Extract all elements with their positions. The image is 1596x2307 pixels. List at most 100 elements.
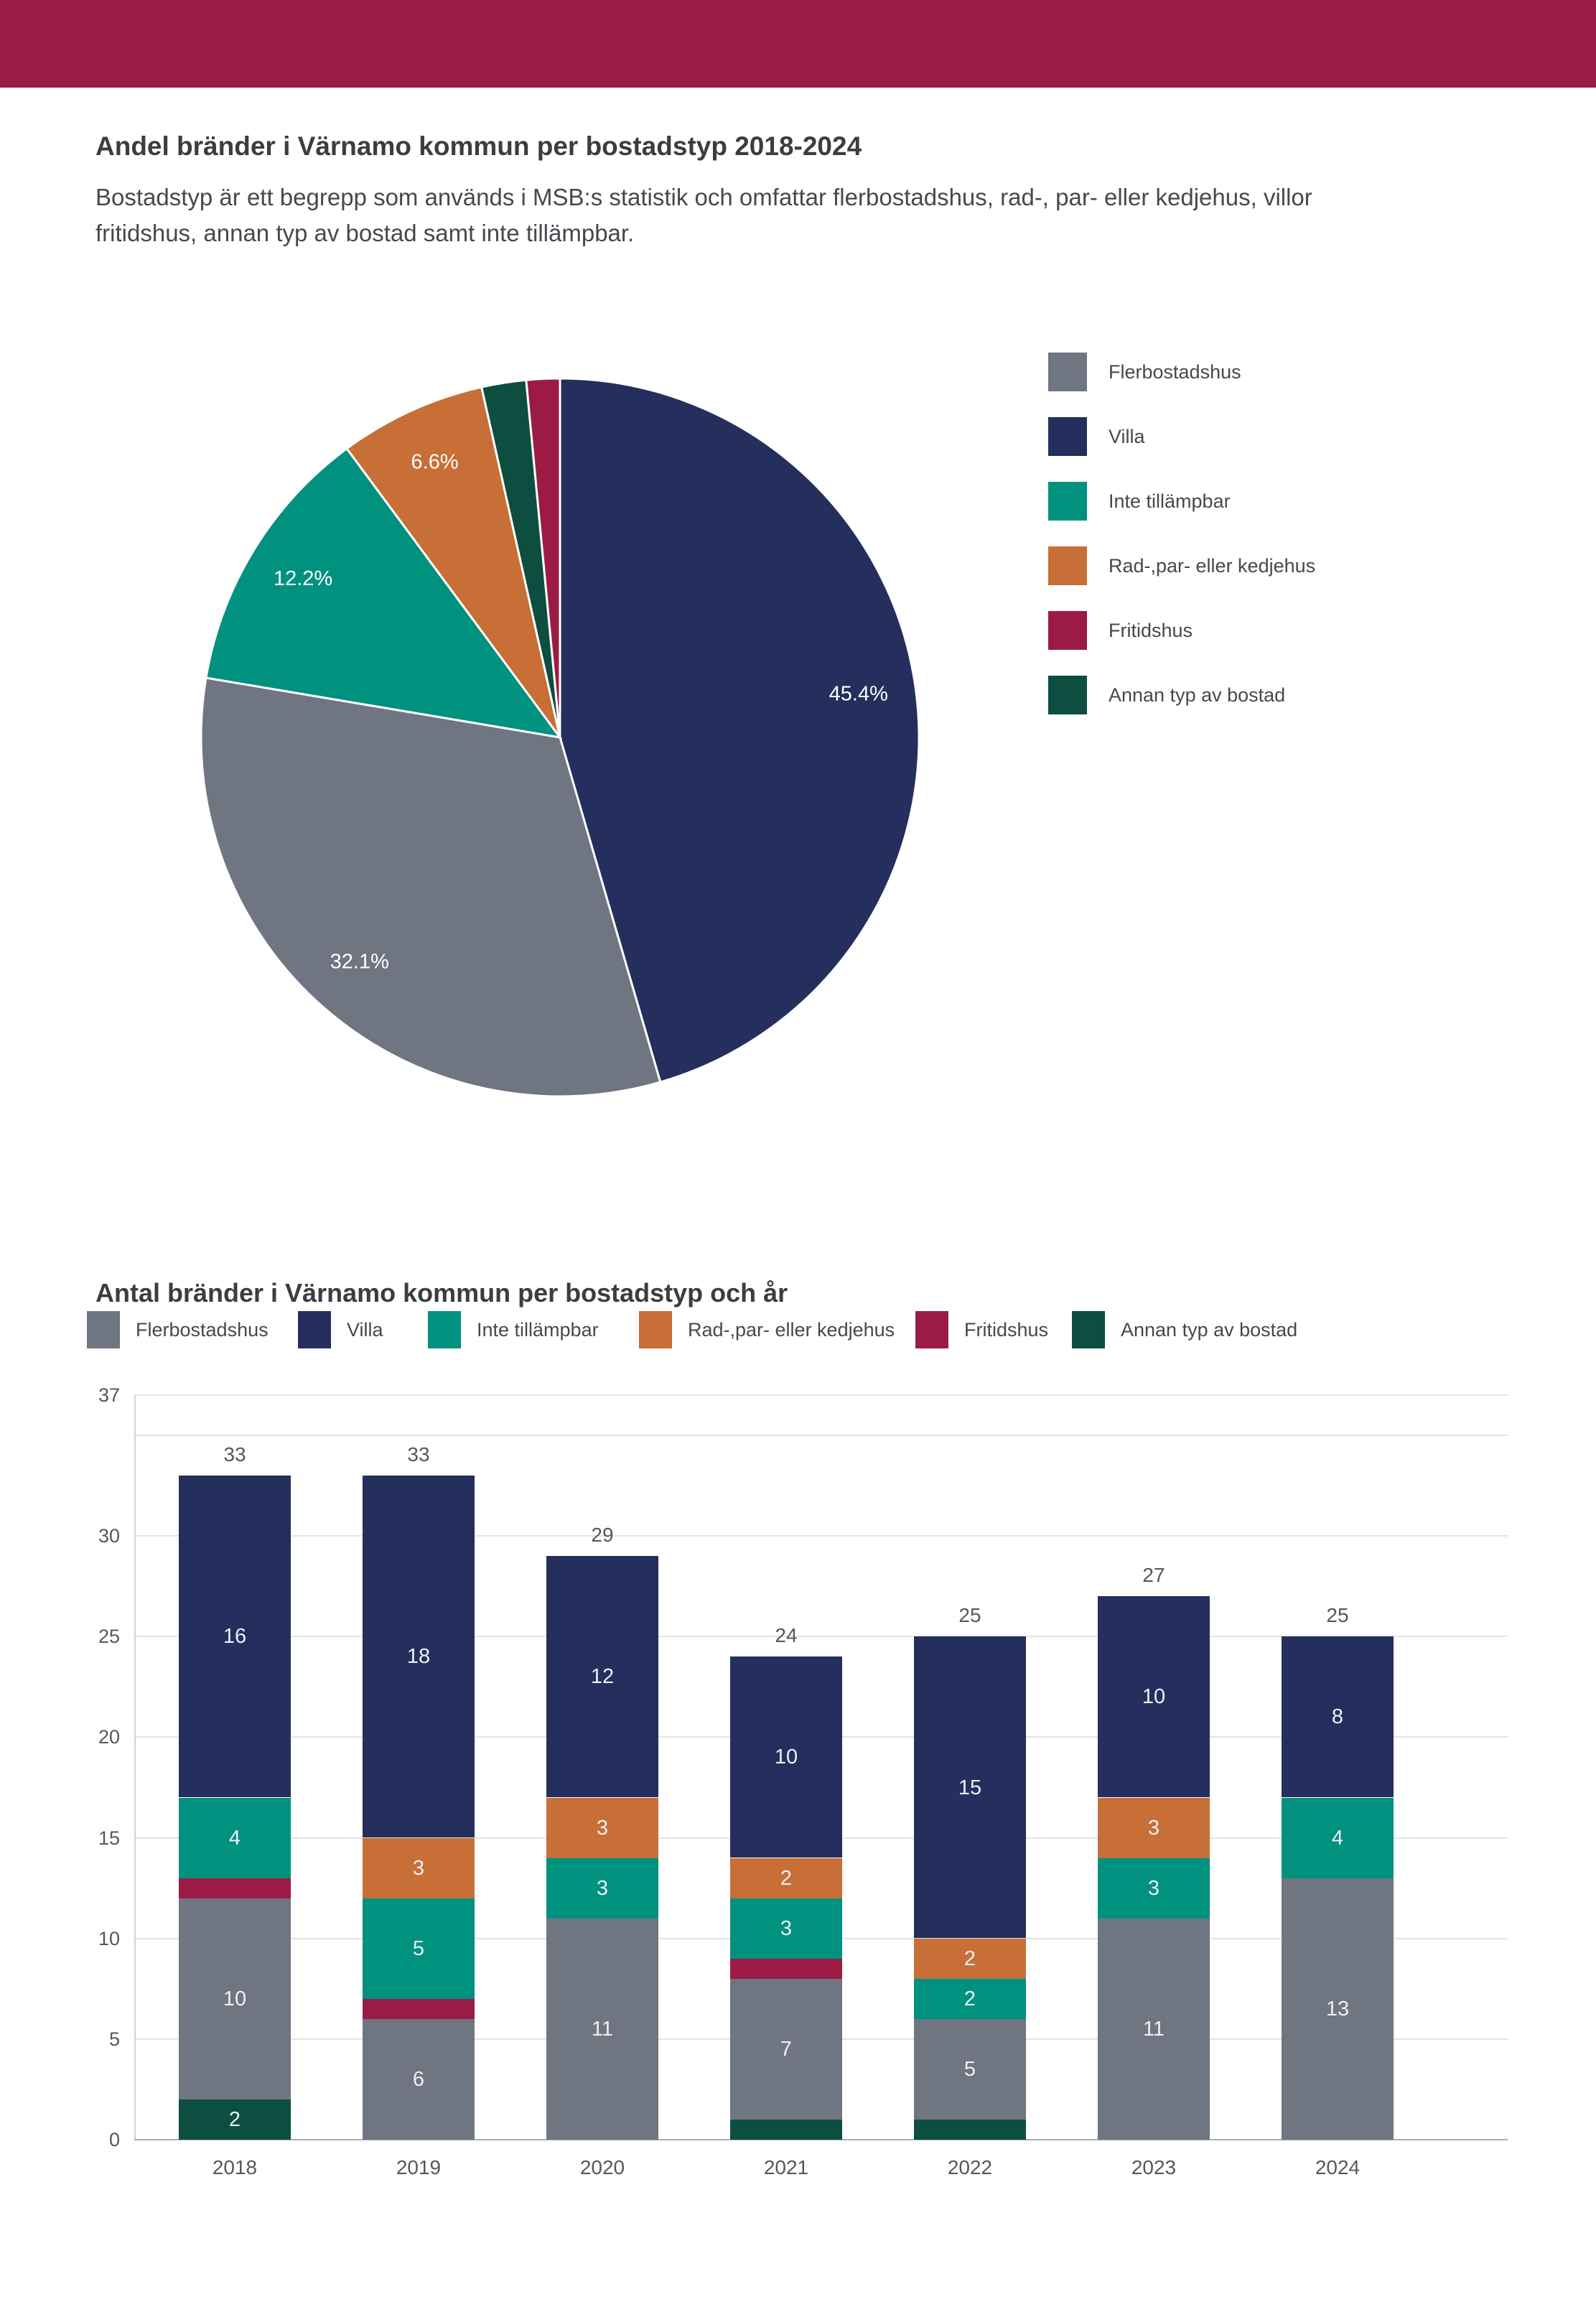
bar-segment-inte-tillämpbar-2022 (914, 1979, 1026, 2019)
bar-segment-value-rad-par-eller-kedjehus-2020: 3 (596, 1817, 609, 1840)
gridline-y-37 (134, 1394, 1508, 1396)
bar-segment-value-rad-par-eller-kedjehus-2021: 2 (780, 1867, 793, 1890)
legend-label: Flerbostadshus (136, 1318, 269, 1341)
bar-segment-inte-tillämpbar-2019 (363, 1898, 475, 1999)
legend-label: Rad-,par- eller kedjehus (688, 1318, 895, 1341)
bar-segment-value-inte-tillämpbar-2023: 3 (1147, 1877, 1160, 1900)
bar-segment-rad-par-eller-kedjehus-2019 (363, 1838, 475, 1898)
bar-total-label-2019: 33 (407, 1443, 430, 1465)
bar-segment-value-annan-typ-av-bostad-2018: 2 (228, 2108, 241, 2131)
bar-segment-value-flerbostadshus-2024: 13 (1325, 1998, 1350, 2021)
bar-segment-villa-2018 (179, 1476, 291, 1797)
gridline-y-30 (134, 1535, 1508, 1537)
pie-percentage-label-rad-par-eller-kedjehus: 6.6% (411, 451, 459, 474)
legend-swatch-rad-par-eller-kedjehus (639, 1311, 672, 1348)
bar-segment-value-rad-par-eller-kedjehus-2019: 3 (412, 1857, 425, 1880)
bar-segment-value-villa-2019: 18 (406, 1645, 431, 1668)
legend-label: Annan typ av bostad (1109, 684, 1286, 706)
pie-percentage-label-villa: 45.4% (829, 682, 888, 705)
x-axis-label-2021: 2021 (763, 2156, 809, 2178)
x-axis-line (134, 2139, 1508, 2140)
bar-segment-inte-tillämpbar-2023 (1098, 1858, 1210, 1919)
legend-swatch-rad-par-eller-kedjehus (1048, 546, 1087, 585)
pie-chart: 45.4% 32.1% 12.2% 6.6% (200, 377, 920, 1098)
bar-segment-inte-tillämpbar-2021 (730, 1898, 842, 1959)
bar-segment-value-flerbostadshus-2018: 10 (223, 1987, 247, 2010)
legend-label: Fritidshus (1109, 619, 1193, 641)
legend-label: Annan typ av bostad (1121, 1318, 1298, 1341)
x-axis-label-2020: 2020 (579, 2156, 625, 2178)
y-axis-tick-label: 5 (108, 2028, 120, 2050)
bar-segment-value-villa-2023: 10 (1142, 1685, 1166, 1708)
bar-segment-value-flerbostadshus-2019: 6 (412, 2068, 425, 2091)
header-bar (0, 0, 1596, 88)
legend-label: Rad-,par- eller kedjehus (1109, 554, 1316, 577)
bar-segment-inte-tillämpbar-2024 (1282, 1798, 1394, 1878)
gridline-y-35 (134, 1435, 1508, 1436)
bar-section-title: Antal bränder i Värnamo kommun per bosta… (95, 1278, 788, 1308)
legend-label: Inte tillämpbar (1109, 490, 1231, 512)
y-axis-tick-label: 37 (98, 1384, 120, 1406)
bar-segment-fritidshus-2019 (363, 1999, 475, 2019)
pie-slice-inte-tillämpbar (205, 447, 563, 740)
bar-segment-flerbostadshus-2018 (179, 1898, 291, 2099)
pie-section-description: Bostadstyp är ett begrepp som används i … (95, 180, 1312, 251)
bar-segment-villa-2020 (546, 1556, 658, 1797)
description-line-2: fritidshus, annan typ av bostad samt int… (95, 220, 635, 246)
pie-legend-item-fritidshus: Fritidshus (1048, 611, 1193, 650)
bar-segment-rad-par-eller-kedjehus-2023 (1098, 1798, 1210, 1858)
bar-segment-value-rad-par-eller-kedjehus-2023: 3 (1147, 1817, 1160, 1840)
description-line-1: Bostadstyp är ett begrepp som används i … (95, 184, 1312, 210)
bar-segment-villa-2021 (730, 1656, 842, 1858)
bar-segment-value-flerbostadshus-2022: 5 (963, 2058, 976, 2081)
legend-label: Villa (1109, 425, 1145, 447)
bar-segment-value-villa-2020: 12 (590, 1665, 615, 1688)
y-axis-tick-label: 25 (98, 1626, 120, 1647)
bar-segment-value-villa-2022: 15 (958, 1776, 982, 1799)
bar-segment-value-inte-tillämpbar-2021: 3 (780, 1917, 793, 1940)
gridline-y-25 (134, 1636, 1508, 1637)
pie-slice-fritidshus (525, 377, 561, 738)
bar-segment-fritidshus-2021 (730, 1959, 842, 1979)
bar-segment-value-inte-tillämpbar-2020: 3 (596, 1877, 609, 1900)
bar-segment-fritidshus-2018 (179, 1878, 291, 1898)
legend-swatch-villa (298, 1311, 331, 1348)
bar-segment-value-flerbostadshus-2023: 11 (1142, 2018, 1165, 2041)
pie-section-title: Andel bränder i Värnamo kommun per bosta… (95, 131, 862, 161)
legend-swatch-inte-tillämpbar (428, 1311, 461, 1348)
bar-segment-flerbostadshus-2019 (363, 2019, 475, 2140)
bar-legend-item-villa: Villa (298, 1311, 383, 1348)
pie-legend-item-villa: Villa (1048, 417, 1145, 456)
legend-swatch-annan-typ-av-bostad (1072, 1311, 1105, 1348)
legend-swatch-flerbostadshus (87, 1311, 120, 1348)
pie-slice-flerbostadshus (200, 676, 662, 1098)
bar-segment-value-inte-tillämpbar-2024: 4 (1331, 1827, 1344, 1850)
legend-label: Fritidshus (964, 1318, 1049, 1341)
pie-legend-item-flerbostadshus: Flerbostadshus (1048, 353, 1241, 391)
bar-segment-annan-typ-av-bostad-2021 (730, 2120, 842, 2140)
y-axis-tick-label: 0 (108, 2129, 120, 2150)
legend-swatch-inte-tillämpbar (1048, 482, 1087, 521)
bar-segment-villa-2019 (363, 1476, 475, 1837)
bar-total-label-2023: 27 (1142, 1564, 1165, 1586)
legend-label: Villa (347, 1318, 383, 1341)
bar-legend-item-flerbostadshus: Flerbostadshus (87, 1311, 269, 1348)
bar-segment-value-rad-par-eller-kedjehus-2022: 2 (963, 1947, 976, 1970)
bar-segment-value-villa-2021: 10 (774, 1746, 798, 1768)
bar-segment-value-flerbostadshus-2020: 11 (591, 2018, 614, 2041)
bar-segment-value-flerbostadshus-2021: 7 (780, 2038, 793, 2061)
bar-segment-value-villa-2018: 16 (223, 1625, 247, 1648)
pie-legend-item-rad-par-eller-kedjehus: Rad-,par- eller kedjehus (1048, 546, 1315, 585)
bar-segment-flerbostadshus-2021 (730, 1979, 842, 2120)
x-axis-label-2018: 2018 (212, 2156, 258, 2178)
bar-segment-inte-tillämpbar-2018 (179, 1798, 291, 1878)
bar-segment-inte-tillämpbar-2020 (546, 1858, 658, 1919)
bar-segment-villa-2022 (914, 1636, 1026, 1938)
bar-segment-annan-typ-av-bostad-2018 (179, 2099, 291, 2140)
bar-legend-item-rad-par-eller-kedjehus: Rad-,par- eller kedjehus (639, 1311, 895, 1348)
y-axis-tick-label: 10 (98, 1928, 120, 1949)
legend-swatch-villa (1048, 417, 1087, 456)
bar-total-label-2018: 33 (223, 1443, 246, 1465)
bar-segment-value-inte-tillämpbar-2019: 5 (412, 1937, 425, 1960)
